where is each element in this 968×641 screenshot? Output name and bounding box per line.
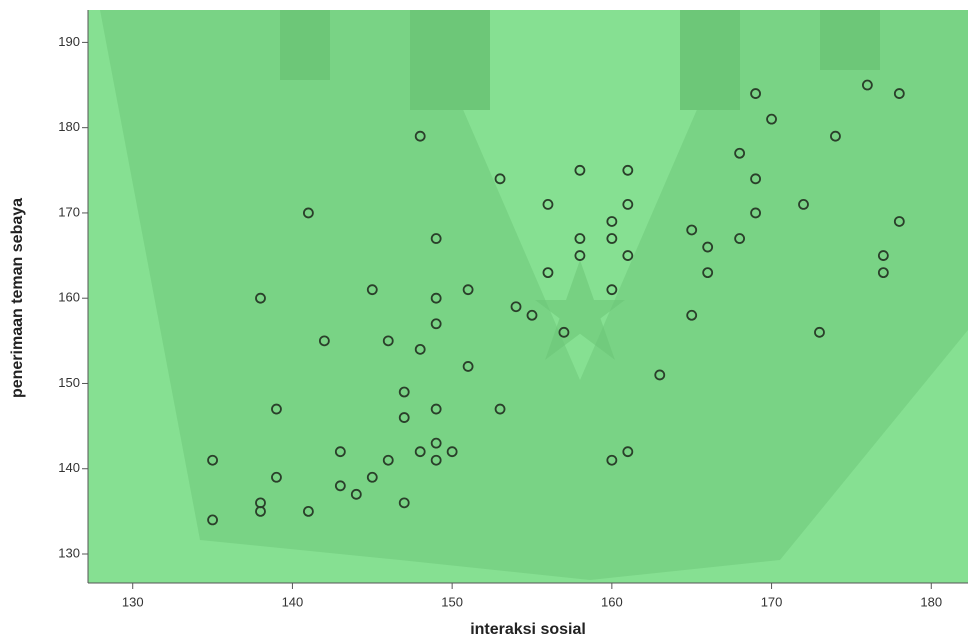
x-tick-label: 180 [920,594,942,609]
x-tick-label: 150 [441,594,463,609]
y-tick-label: 140 [58,460,80,475]
x-axis-label: interaksi sosial [470,621,586,638]
y-tick-label: 180 [58,119,80,134]
x-tick-label: 130 [122,594,144,609]
y-tick-label: 190 [58,34,80,49]
x-tick-label: 170 [761,594,783,609]
y-tick-label: 160 [58,290,80,305]
y-axis-label: penerimaan teman sebaya [9,198,26,398]
x-tick-label: 160 [601,594,623,609]
y-tick-label: 150 [58,375,80,390]
chart: interaksi sosial penerimaan teman sebaya… [0,0,968,641]
y-tick-label: 170 [58,204,80,219]
x-tick-label: 140 [282,594,304,609]
y-tick-label: 130 [58,545,80,560]
